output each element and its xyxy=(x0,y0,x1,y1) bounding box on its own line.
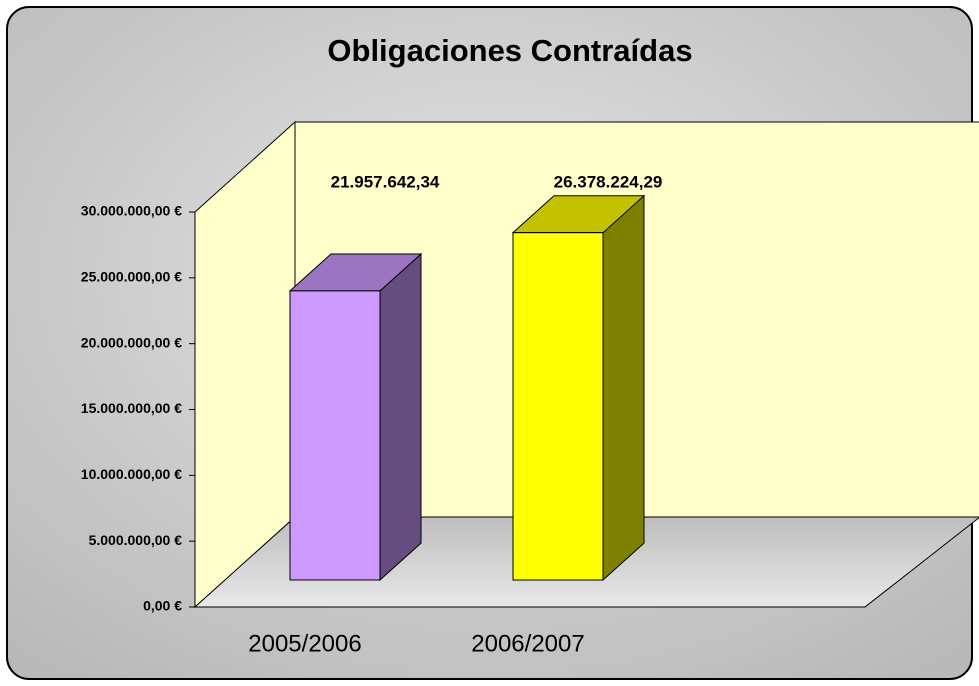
y-tick-label: 10.000.000,00 € xyxy=(81,466,182,482)
bar-side xyxy=(602,194,645,582)
bar xyxy=(512,232,604,581)
y-tick-label: 25.000.000,00 € xyxy=(81,269,182,285)
y-tick-label: 30.000.000,00 € xyxy=(81,203,182,219)
x-tick-label: 2006/2007 xyxy=(471,630,584,657)
y-tick-label: 15.000.000,00 € xyxy=(81,400,182,416)
bar-side xyxy=(379,252,422,582)
y-tick-label: 5.000.000,00 € xyxy=(89,532,183,548)
value-label: 21.957.642,34 xyxy=(331,172,440,191)
bar xyxy=(289,290,381,581)
y-tick-label: 0,00 € xyxy=(143,598,182,614)
value-label: 26.378.224,29 xyxy=(554,172,663,191)
chart-title: Obligaciones Contraídas xyxy=(327,33,692,68)
x-tick-label: 2005/2006 xyxy=(248,630,361,657)
y-tick-label: 20.000.000,00 € xyxy=(81,334,182,350)
